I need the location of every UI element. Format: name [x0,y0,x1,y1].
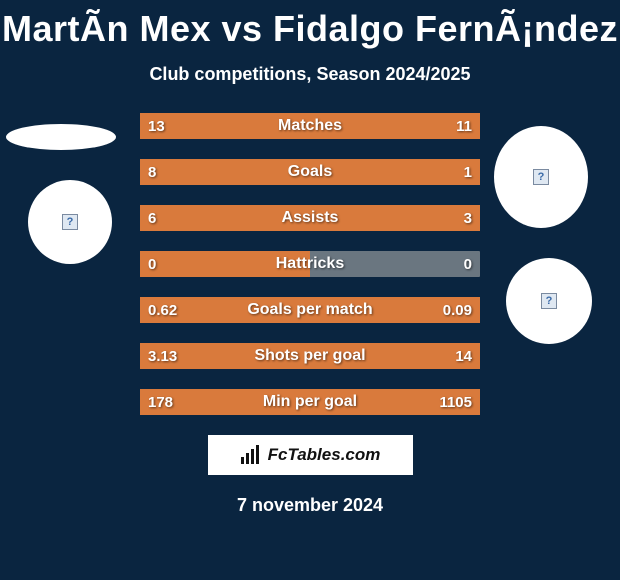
stat-label: Goals [140,159,480,185]
footer-date: 7 november 2024 [0,495,620,516]
watermark: FcTables.com [208,435,413,475]
stat-row: 00Hattricks [140,251,480,277]
stat-row: 1311Matches [140,113,480,139]
placeholder-icon: ? [533,169,549,185]
stats-container: 1311Matches 81Goals 63Assists 00Hattricks 0.… [140,113,480,415]
decoration-circle: ? [494,126,588,228]
decoration-circle: ? [506,258,592,344]
stat-label: Hattricks [140,251,480,277]
placeholder-icon: ? [541,293,557,309]
placeholder-icon: ? [62,214,78,230]
bars-icon [240,445,262,465]
page-title: MartÃ­n Mex vs Fidalgo FernÃ¡ndez [0,0,620,50]
watermark-text: FcTables.com [268,445,381,465]
decoration-ellipse [6,124,116,150]
page-subtitle: Club competitions, Season 2024/2025 [0,64,620,85]
stat-row: 3.1314Shots per goal [140,343,480,369]
stat-row: 1781105Min per goal [140,389,480,415]
stat-label: Matches [140,113,480,139]
decoration-circle: ? [28,180,112,264]
stat-row: 63Assists [140,205,480,231]
stat-row: 0.620.09Goals per match [140,297,480,323]
stat-label: Goals per match [140,297,480,323]
stat-label: Min per goal [140,389,480,415]
stat-label: Shots per goal [140,343,480,369]
stat-label: Assists [140,205,480,231]
stat-row: 81Goals [140,159,480,185]
